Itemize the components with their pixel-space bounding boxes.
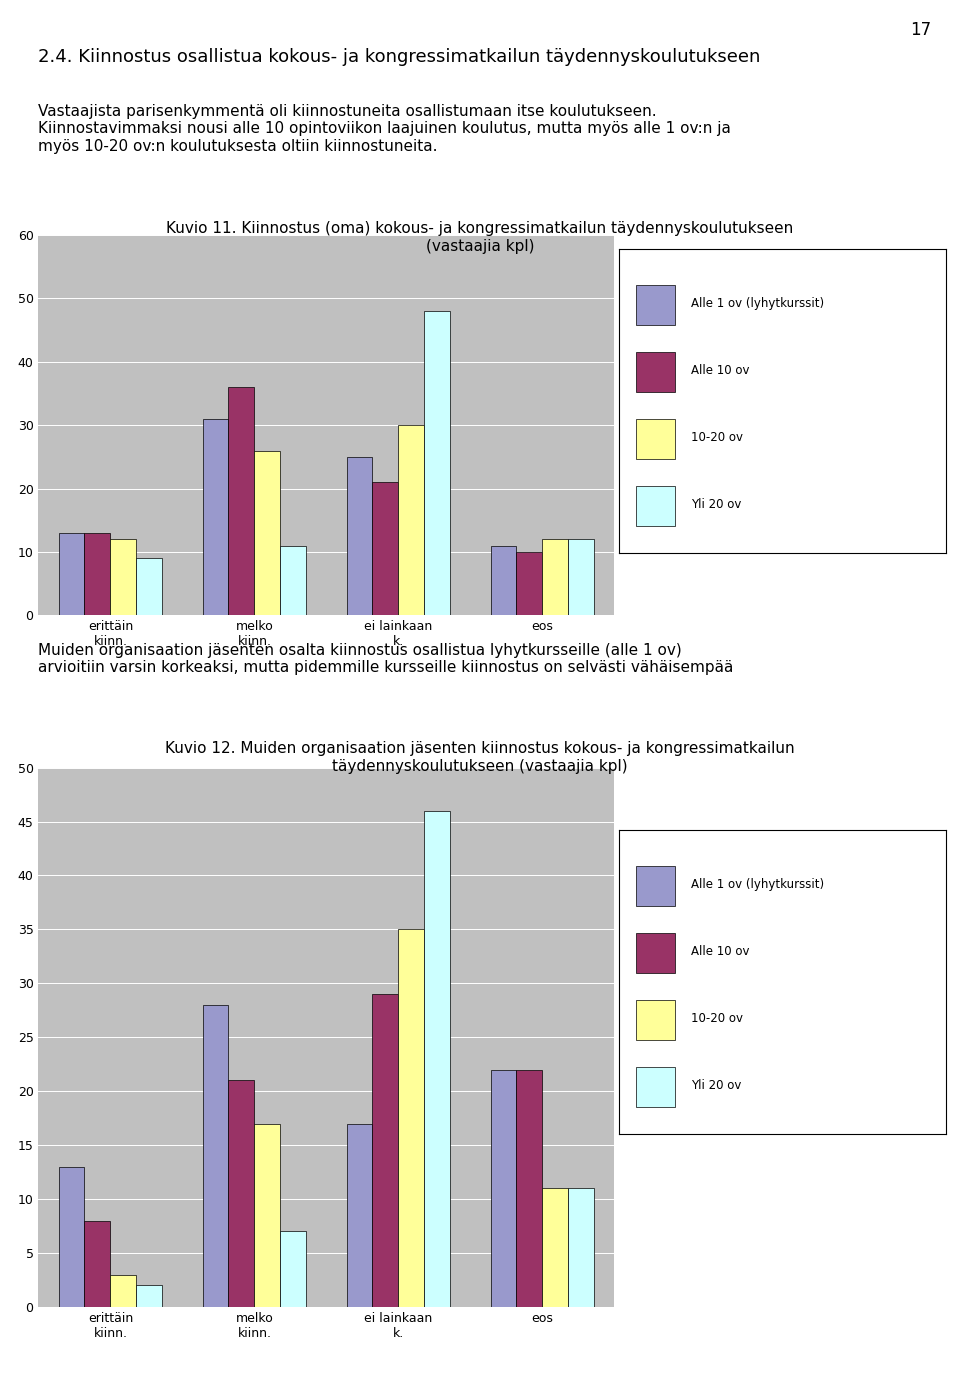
Text: Alle 10 ov: Alle 10 ov (691, 945, 750, 958)
Text: Yli 20 ov: Yli 20 ov (691, 1079, 741, 1091)
Bar (203, 1005, 228, 1307)
FancyBboxPatch shape (636, 353, 675, 391)
Text: Muiden organisaation jäsenten osalta kiinnostus osallistua lyhytkursseille (alle: Muiden organisaation jäsenten osalta kii… (38, 643, 733, 675)
FancyBboxPatch shape (636, 934, 675, 972)
Bar (203, 419, 228, 615)
FancyBboxPatch shape (636, 1068, 675, 1106)
Bar (568, 1188, 594, 1307)
Bar (280, 546, 306, 615)
Text: 2.4. Kiinnostus osallistua kokous- ja kongressimatkailun täydennyskoulutukseen: 2.4. Kiinnostus osallistua kokous- ja ko… (38, 48, 760, 66)
Bar (110, 1275, 136, 1307)
Text: Vastaajista parisenkymmentä oli kiinnostuneita osallistumaan itse koulutukseen.
: Vastaajista parisenkymmentä oli kiinnost… (38, 104, 732, 154)
Bar (372, 483, 398, 615)
Bar (491, 1069, 516, 1307)
Bar (228, 387, 254, 615)
Bar (110, 539, 136, 615)
Bar (398, 426, 424, 615)
Bar (84, 1221, 110, 1307)
Bar (372, 994, 398, 1307)
Bar (59, 1167, 84, 1307)
Bar (516, 1069, 542, 1307)
Bar (136, 1285, 162, 1307)
FancyBboxPatch shape (636, 419, 675, 459)
Bar (228, 1080, 254, 1307)
FancyBboxPatch shape (636, 866, 675, 906)
Text: Kuvio 12. Muiden organisaation jäsenten kiinnostus kokous- ja kongressimatkailun: Kuvio 12. Muiden organisaation jäsenten … (165, 741, 795, 773)
Bar (280, 1231, 306, 1307)
Bar (568, 539, 594, 615)
Bar (424, 311, 450, 615)
Bar (59, 532, 84, 615)
Bar (398, 929, 424, 1307)
Bar (84, 532, 110, 615)
Text: 10-20 ov: 10-20 ov (691, 1012, 743, 1025)
Text: Alle 1 ov (lyhytkurssit): Alle 1 ov (lyhytkurssit) (691, 878, 824, 891)
Text: Alle 1 ov (lyhytkurssit): Alle 1 ov (lyhytkurssit) (691, 297, 824, 310)
Text: 10-20 ov: 10-20 ov (691, 431, 743, 444)
Text: 17: 17 (910, 21, 931, 39)
Bar (424, 810, 450, 1307)
FancyBboxPatch shape (636, 285, 675, 325)
Text: Kuvio 11. Kiinnostus (oma) kokous- ja kongressimatkailun täydennyskoulutukseen
(: Kuvio 11. Kiinnostus (oma) kokous- ja ko… (166, 221, 794, 253)
FancyBboxPatch shape (636, 487, 675, 526)
Bar (542, 1188, 568, 1307)
Bar (516, 552, 542, 615)
Bar (542, 539, 568, 615)
Text: Alle 10 ov: Alle 10 ov (691, 364, 750, 378)
Bar (491, 546, 516, 615)
Bar (254, 1123, 280, 1307)
Bar (347, 1123, 372, 1307)
Bar (136, 559, 162, 615)
FancyBboxPatch shape (636, 1000, 675, 1040)
Bar (254, 451, 280, 615)
Bar (347, 456, 372, 615)
Text: Yli 20 ov: Yli 20 ov (691, 498, 741, 510)
